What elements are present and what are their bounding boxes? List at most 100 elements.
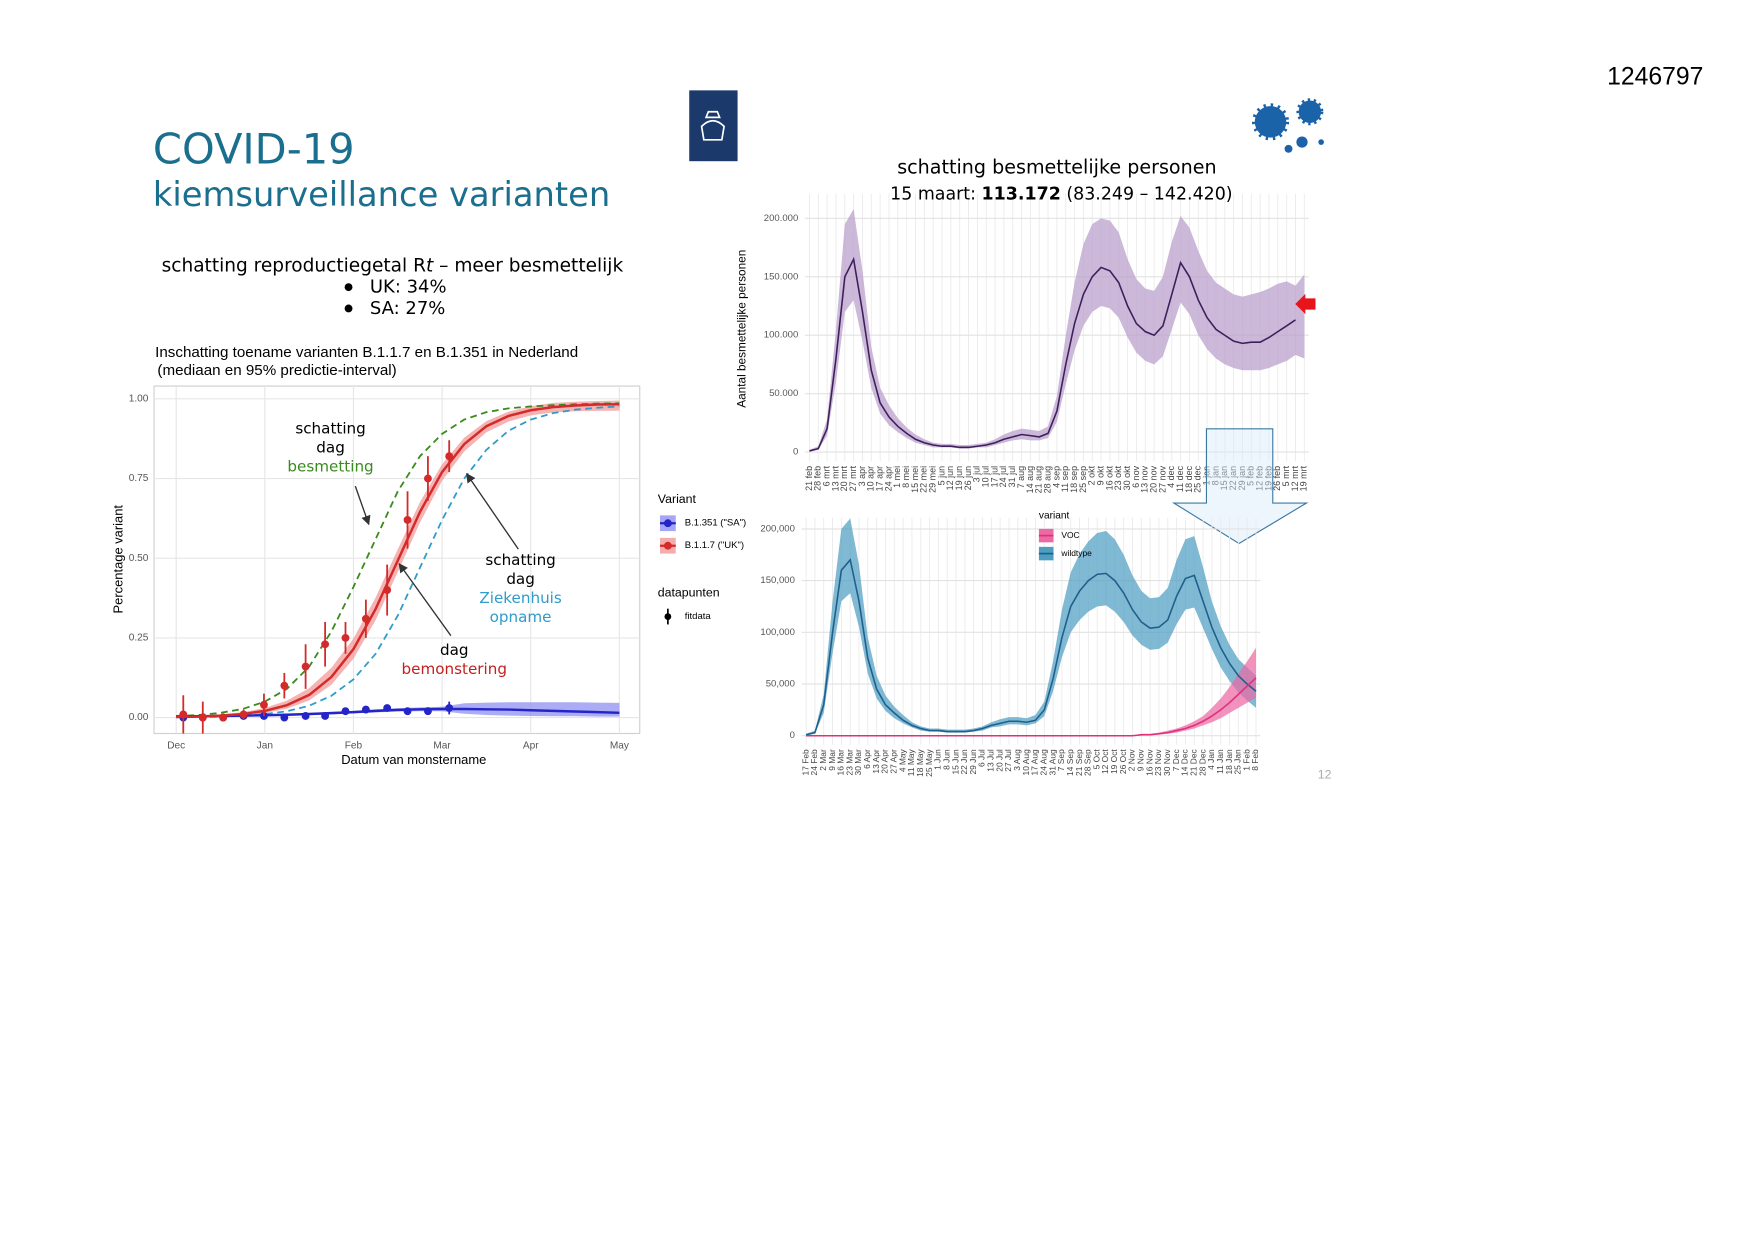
x-tick-label: 27 Jul [1003, 749, 1013, 772]
x-tick-label: 20 mrt [839, 465, 849, 491]
fit-line [176, 707, 620, 718]
x-tick-label: 29 mei [928, 466, 938, 493]
x-tick-label: 26 feb [1272, 466, 1282, 491]
x-tick-label: 20 Apr [880, 749, 890, 774]
x-tick-label: 10 jul [981, 466, 991, 487]
legend-label: B.1.351 ("SA") [685, 518, 746, 529]
x-axis-label: Datum van monstername [341, 752, 486, 767]
x-tick-label: 24 Aug [1039, 749, 1049, 776]
data-point [403, 707, 412, 716]
x-tick-label: 18 dec [1184, 465, 1194, 492]
x-tick-label: Apr [523, 741, 539, 752]
y-tick-label: 200.000 [764, 213, 799, 224]
x-tick-label: 6 mrt [822, 465, 832, 486]
x-tick-label: 4 sep [1051, 466, 1061, 488]
data-point [423, 474, 432, 483]
data-point [239, 710, 248, 719]
x-tick-label: 29 jan [1237, 466, 1247, 490]
x-tick-label: 16 Mar [836, 749, 846, 775]
data-point [219, 713, 228, 722]
x-tick-label: 8 Feb [1250, 749, 1260, 771]
x-tick-label: 13 mrt [830, 465, 840, 491]
rt-heading: schatting reproductiegetal Rt – meer bes… [162, 255, 624, 276]
logo-emblem [700, 110, 725, 141]
data-point [445, 704, 454, 712]
x-tick-label: 19 Oct [1109, 749, 1119, 774]
x-tick-label: May [610, 741, 630, 752]
legend-dot [663, 541, 672, 550]
annotation-text: schatting [485, 551, 555, 569]
y-tick-label: 200,000 [760, 523, 795, 534]
confidence-band [809, 208, 1305, 453]
y-axis-label: Aantal besmettelijke personen [734, 250, 748, 408]
x-tick-label: 27 nov [1157, 465, 1167, 492]
legend-dot [663, 519, 672, 528]
x-tick-label: 2 okt [1087, 465, 1097, 485]
x-tick-label: 11 dec [1175, 465, 1185, 492]
x-tick-label: 21 Sep [1074, 749, 1084, 776]
slide-title: COVID-19 [153, 124, 355, 173]
legend-label: fitdata [685, 611, 712, 622]
data-point [179, 710, 188, 719]
x-tick-label: 22 mei [919, 466, 929, 493]
annotation-arrow [354, 485, 371, 526]
y-tick-label: 0.00 [129, 712, 149, 723]
x-tick-label: 13 Jul [986, 749, 996, 772]
virus-icon [1318, 139, 1324, 145]
x-tick-label: 31 jul [1007, 466, 1017, 487]
bullet-dot [344, 304, 353, 313]
data-point [341, 707, 350, 716]
data-point [383, 704, 392, 712]
annotation-arrow [398, 562, 452, 637]
x-tick-label: 28 aug [1042, 466, 1052, 493]
logo-bg [689, 90, 738, 162]
legend-title: Variant [658, 492, 697, 506]
data-point [301, 662, 310, 671]
x-tick-label: 14 aug [1025, 466, 1035, 493]
x-tick-label: 14 Dec [1180, 749, 1190, 776]
chart-title: schatting besmettelijke personen [897, 156, 1216, 179]
chart-subtitle: 15 maart: 113.172 (83.249 – 142.420) [890, 184, 1232, 204]
x-tick-label: 21 aug [1034, 466, 1044, 493]
annotation-text: schatting [295, 419, 365, 437]
annotation-text: opname [490, 608, 552, 626]
chart-subtitle: (mediaan en 95% predictie-interval) [157, 362, 396, 379]
x-tick-label: 14 Sep [1065, 749, 1075, 776]
x-tick-label: 17 jul [989, 466, 999, 487]
data-point [260, 712, 268, 720]
y-tick-label: 150,000 [760, 575, 795, 586]
slide-subtitle: kiemsurveillance varianten [153, 175, 610, 214]
x-tick-label: 24 Feb [809, 749, 819, 776]
x-tick-label: 24 apr [883, 466, 893, 491]
virus-icon [1296, 136, 1308, 148]
x-tick-label: Feb [345, 741, 363, 752]
fit-line [176, 403, 620, 719]
chart-title: Inschatting toename varianten B.1.1.7 en… [155, 344, 578, 361]
annotation-text: dag [440, 641, 469, 659]
data-point [260, 700, 268, 709]
x-tick-label: 2 Mar [818, 749, 828, 771]
legend-dot [664, 613, 672, 620]
legend-label: VOC [1061, 530, 1079, 540]
annotation-text: dag [506, 570, 535, 588]
x-tick-label: 9 Mar [827, 749, 837, 771]
bullet-dot [344, 283, 353, 292]
y-tick-label: 50,000 [766, 679, 795, 690]
x-tick-label: 1 Jun [933, 749, 943, 770]
logo [689, 90, 738, 162]
x-tick-label: 23 Mar [844, 749, 854, 775]
legend-label: wildtype [1060, 548, 1092, 558]
x-tick-label: 4 dec [1166, 465, 1176, 487]
data-point [403, 516, 412, 524]
x-tick-label: 9 okt [1095, 465, 1105, 485]
annotation-text: dag [316, 438, 345, 456]
annotation-arrow [466, 472, 519, 550]
x-tick-label: 19 feb [1263, 466, 1273, 491]
annotation-text: bemonstering [402, 660, 507, 678]
x-tick-label: 23 okt [1113, 465, 1123, 490]
y-tick-label: 150.000 [764, 271, 799, 282]
x-tick-label: 27 Apr [889, 749, 899, 774]
x-tick-label: 28 Sep [1083, 749, 1093, 776]
x-tick-label: Dec [167, 741, 185, 752]
